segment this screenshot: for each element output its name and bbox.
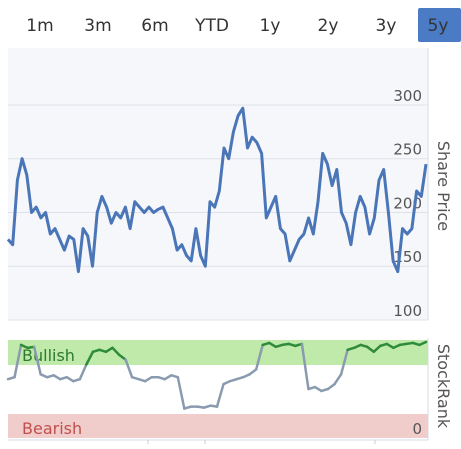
rank-segment [163, 374, 173, 381]
rank-segment [333, 373, 343, 386]
y-tick-label: 0 [412, 420, 422, 438]
rank-segment [32, 345, 42, 376]
rank-segment [372, 344, 382, 354]
rank-segment [339, 348, 349, 376]
rank-segment [418, 340, 428, 347]
rank-segment [385, 342, 395, 350]
y-tick-label: 200 [393, 194, 422, 212]
rank-segment [65, 375, 75, 383]
price-panel [8, 48, 428, 320]
rank-segment [111, 346, 121, 356]
rank-segment [215, 382, 225, 408]
rank-segment [254, 343, 264, 371]
rank-segment [85, 350, 95, 366]
rank-segment [117, 353, 127, 361]
tab[interactable]: 2y [318, 16, 339, 36]
rank-segment [248, 368, 258, 376]
rank-segment [104, 346, 114, 354]
tab[interactable]: 6m [141, 16, 168, 36]
tab[interactable]: 3m [84, 16, 111, 36]
rank-segment [268, 341, 278, 349]
tab[interactable]: YTD [194, 16, 229, 36]
zone-label: Bullish [22, 346, 75, 365]
y-axis-label: StockRank [434, 344, 453, 429]
zone-label: Bearish [22, 419, 82, 438]
tab[interactable]: 5y [428, 16, 449, 36]
y-tick-label: 300 [393, 87, 422, 105]
tab-selected[interactable] [418, 8, 461, 42]
rank-segment [326, 382, 336, 391]
y-tick-label: 100 [393, 302, 422, 320]
price-line [6, 106, 428, 274]
rank-segment [124, 358, 134, 379]
rank-segment [176, 375, 186, 410]
tab[interactable]: 1m [26, 16, 53, 36]
y-tick-label: 250 [393, 141, 422, 159]
rank-segment [143, 375, 153, 383]
tab[interactable]: 1y [260, 16, 281, 36]
rank-segment [365, 345, 375, 354]
tab[interactable]: 3y [376, 16, 397, 36]
rank-segment [78, 363, 88, 381]
rank-segment [52, 374, 62, 381]
bullish-zone [8, 340, 428, 365]
rank-segment [313, 385, 323, 393]
rank-segment [13, 343, 23, 379]
y-axis-label: Share Price [434, 141, 453, 231]
bearish-zone [8, 414, 428, 438]
rank-segment [300, 342, 310, 391]
